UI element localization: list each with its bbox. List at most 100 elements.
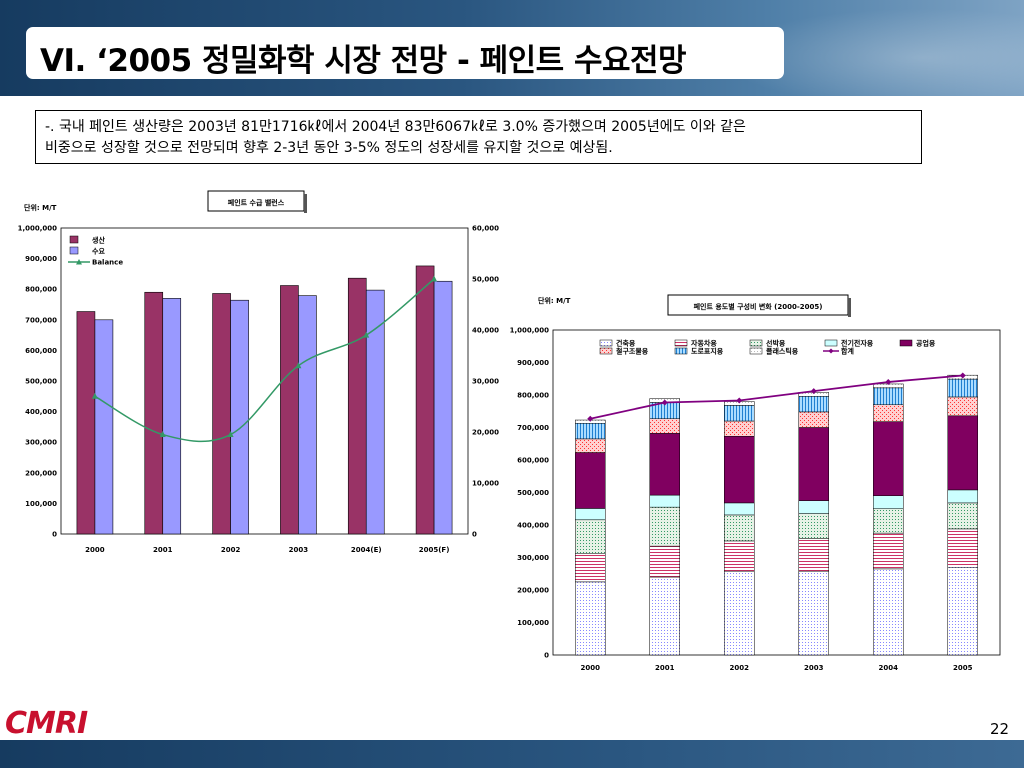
chart1-legend-swatch-demand	[69, 246, 79, 255]
chart2-ytick-label: 700,000	[517, 424, 549, 432]
chart1-y2tick-label: 60,000	[472, 225, 499, 233]
chart1-title-shadow	[304, 194, 307, 213]
chart1-ytick-label: 400,000	[25, 408, 57, 416]
chart2-segment-4	[947, 415, 978, 491]
chart2-segment-3	[947, 489, 978, 504]
chart1-balance-line	[94, 278, 435, 443]
chart2-segment-6	[575, 423, 606, 440]
usage-composition-chart: 단위: M/T 페인트 용도별 구성비 변화 (2000-2005) 1,000,0…	[510, 294, 1001, 672]
chart2-segment-4	[798, 427, 829, 501]
chart1-bar-demand	[365, 289, 385, 535]
chart1-y2tick-label: 20,000	[472, 429, 499, 437]
chart2-ytick-label: 500,000	[517, 489, 549, 497]
chart2-legend-label: 건축용	[616, 339, 636, 348]
chart2-ytick-label: 800,000	[517, 392, 549, 400]
chart1-y2tick-label: 30,000	[472, 378, 499, 386]
chart2-total-point	[661, 399, 668, 406]
chart2-segment-2	[947, 502, 978, 530]
chart1-legend-swatch-production	[69, 235, 79, 244]
chart1-xtick-label: 2000	[85, 546, 105, 554]
chart1-legend-marker-balance	[76, 259, 82, 265]
chart1-bar-production	[347, 277, 367, 535]
chart2-segment-6	[798, 396, 829, 413]
chart1-ytick-label: 100,000	[25, 500, 57, 508]
chart2-segment-1	[798, 538, 829, 572]
chart2-legend-swatch-7	[749, 347, 763, 355]
chart1-bar-demand	[433, 280, 453, 535]
footer-bar	[0, 740, 1024, 768]
chart1-legend-balance: Balance	[92, 259, 123, 267]
chart2-legend-swatch-6	[674, 347, 688, 355]
chart1-y2tick-label: 0	[472, 531, 477, 539]
chart2-segment-0	[947, 567, 978, 656]
chart2-total-point	[885, 379, 892, 385]
chart1-y2tick-label: 10,000	[472, 480, 499, 488]
chart1-xtick-label: 2005(F)	[419, 546, 450, 554]
chart2-segment-0	[724, 570, 755, 656]
chart2-title-shadow	[848, 298, 851, 317]
chart2-segment-6	[873, 387, 904, 405]
chart2-segment-5	[575, 438, 606, 453]
chart2-segment-0	[575, 581, 606, 656]
page-number: 22	[990, 720, 1010, 738]
chart1-ytick-label: 700,000	[25, 316, 57, 324]
chart2-segment-3	[575, 508, 606, 521]
chart2-legend-label: 공업용	[916, 339, 936, 348]
chart1-balance-point	[159, 431, 166, 438]
chart2-total-point	[587, 415, 594, 422]
chart2-legend-label: 자동차용	[691, 339, 717, 348]
chart2-legend-label: 플래스틱용	[766, 347, 799, 356]
chart2-ytick-label: 900,000	[517, 359, 549, 367]
chart2-ytick-label: 100,000	[517, 619, 549, 627]
chart1-legend-production: 생산	[92, 236, 105, 245]
chart1-xtick-label: 2002	[221, 546, 241, 554]
chart2-segment-4	[649, 433, 680, 496]
chart2-segment-5	[873, 404, 904, 422]
chart1-plot-area	[60, 227, 469, 535]
chart2-total-point	[810, 388, 817, 395]
chart2-segment-6	[947, 378, 978, 398]
chart1-bar-demand	[94, 319, 114, 535]
chart2-segment-1	[947, 528, 978, 568]
chart1-balance-point	[363, 331, 370, 338]
chart1-title: 페인트 수급 밸런스	[228, 198, 285, 207]
chart1-bar-production	[415, 265, 435, 535]
chart2-legend-swatch-0	[599, 339, 613, 347]
chart2-segment-3	[798, 500, 829, 514]
chart2-ytick-label: 200,000	[517, 587, 549, 595]
chart2-xtick-label: 2000	[581, 664, 601, 672]
chart1-bar-demand	[162, 298, 182, 535]
chart2-segment-2	[873, 508, 904, 534]
chart2-segment-0	[873, 568, 904, 656]
chart1-balance-point	[91, 392, 98, 399]
title-box: VI. ‘2005 정밀화학 시장 전망 - 페인트 수요전망	[26, 27, 784, 79]
chart2-segment-5	[649, 418, 680, 434]
chart2-legend-swatch-2	[749, 339, 763, 347]
chart1-xtick-label: 2001	[153, 546, 173, 554]
chart2-segment-6	[724, 405, 755, 422]
chart2-legend-label: 합계	[841, 347, 854, 356]
chart2-ytick-label: 300,000	[517, 554, 549, 562]
chart1-ytick-label: 800,000	[25, 286, 57, 294]
chart1-ytick-label: 300,000	[25, 439, 57, 447]
chart1-bar-demand	[298, 295, 317, 535]
chart2-segment-0	[649, 576, 680, 656]
chart2-segment-5	[798, 411, 829, 428]
chart1-ytick-label: 0	[52, 531, 57, 539]
chart2-legend-label: 선박용	[766, 339, 786, 348]
chart1-bar-production	[212, 293, 231, 535]
chart2-segment-4	[873, 421, 904, 496]
chart1-balance-point	[431, 275, 438, 282]
chart1-ytick-label: 500,000	[25, 378, 57, 386]
cmri-logo: CMRI	[5, 706, 88, 741]
chart1-ytick-label: 600,000	[25, 347, 57, 355]
chart2-legend-label: 도로표지용	[691, 347, 724, 356]
chart2-segment-0	[798, 570, 829, 656]
chart1-ytick-label: 200,000	[25, 469, 57, 477]
description-box: -. 국내 페인트 생산량은 2003년 81만1716㎘에서 2004년 83…	[35, 110, 922, 164]
chart2-legend-label: 철구조물용	[616, 347, 649, 356]
chart2-total-point	[736, 397, 743, 404]
chart2-xtick-label: 2005	[953, 664, 973, 672]
chart2-legend-label: 전기전자용	[841, 339, 874, 348]
